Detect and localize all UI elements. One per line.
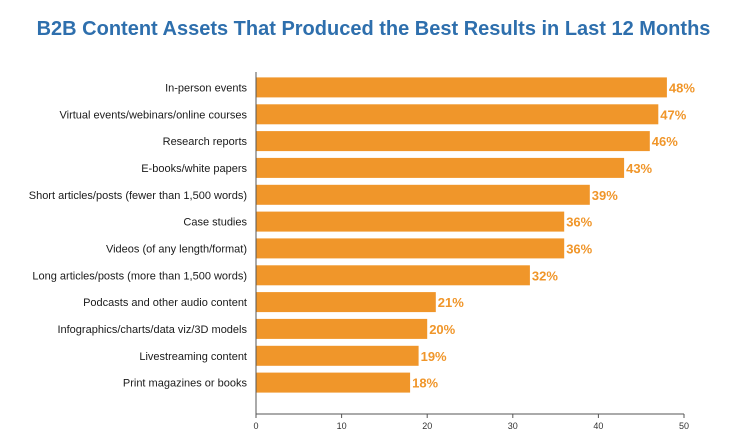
bar: [256, 318, 428, 339]
x-tick-label: 0: [253, 421, 258, 431]
category-label: Virtual events/webinars/online courses: [59, 109, 247, 121]
category-label: Infographics/charts/data viz/3D models: [57, 324, 247, 336]
value-label: 21%: [438, 295, 464, 310]
category-label: Research reports: [163, 136, 248, 148]
value-label: 20%: [429, 322, 455, 337]
category-label: In-person events: [165, 82, 247, 94]
category-label: Videos (of any length/format): [106, 243, 247, 255]
x-tick-label: 50: [679, 421, 689, 431]
bar: [256, 104, 659, 125]
bar: [256, 265, 530, 286]
category-label: Livestreaming content: [139, 351, 247, 363]
value-label: 32%: [532, 268, 558, 283]
value-label: 46%: [652, 134, 678, 149]
value-label: 36%: [566, 241, 592, 256]
value-label: 43%: [626, 161, 652, 176]
category-label: Print magazines or books: [123, 378, 248, 390]
bar: [256, 345, 419, 366]
value-label: 19%: [421, 349, 447, 364]
bar: [256, 211, 565, 232]
bar: [256, 292, 436, 313]
bar: [256, 184, 590, 205]
category-label: E-books/white papers: [141, 163, 247, 175]
bar: [256, 131, 650, 152]
x-tick-label: 40: [593, 421, 603, 431]
category-label: Case studies: [183, 217, 247, 229]
bar: [256, 372, 411, 393]
category-label: Long articles/posts (more than 1,500 wor…: [32, 270, 247, 282]
x-tick-label: 30: [508, 421, 518, 431]
value-label: 36%: [566, 215, 592, 230]
category-label: Podcasts and other audio content: [83, 297, 247, 309]
category-label: Short articles/posts (fewer than 1,500 w…: [29, 190, 247, 202]
bar: [256, 157, 625, 178]
x-tick-label: 10: [337, 421, 347, 431]
bar: [256, 77, 667, 98]
bar: [256, 238, 565, 259]
x-tick-label: 20: [422, 421, 432, 431]
value-label: 47%: [660, 107, 686, 122]
value-label: 18%: [412, 376, 438, 391]
value-label: 48%: [669, 80, 695, 95]
value-label: 39%: [592, 188, 618, 203]
chart-title: B2B Content Assets That Produced the Bes…: [36, 18, 711, 40]
